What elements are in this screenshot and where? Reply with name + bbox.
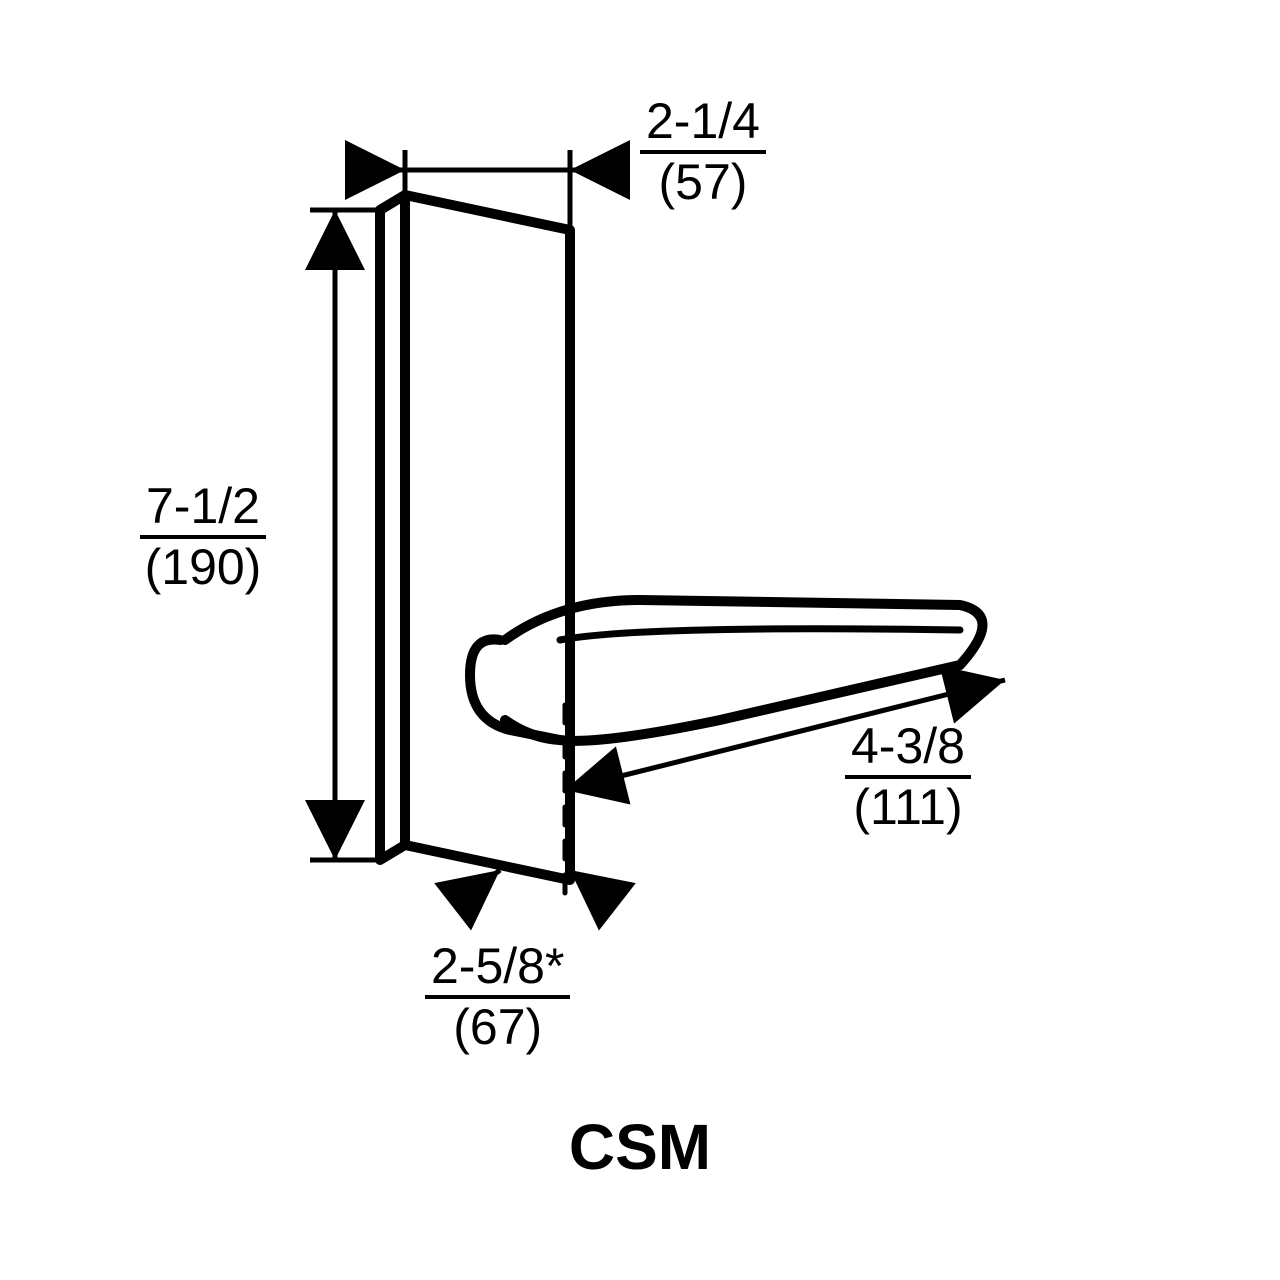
dim-lever: 4-3/8 (111) <box>845 720 971 833</box>
dim-height-metric: (190) <box>140 539 266 594</box>
dim-width-metric: (57) <box>640 154 766 209</box>
dim-width: 2-1/4 (57) <box>640 95 766 208</box>
dim-lever-imperial: 4-3/8 <box>845 720 971 779</box>
dim-lever-metric: (111) <box>845 779 971 834</box>
diagram-stage: 2-1/4 (57) 7-1/2 (190) 4-3/8 (111) 2-5/8… <box>0 0 1280 1280</box>
dim-backset-metric: (67) <box>425 999 570 1054</box>
dim-backset: 2-5/8* (67) <box>425 940 570 1053</box>
dim-height: 7-1/2 (190) <box>140 480 266 593</box>
dim-backset-imperial: 2-5/8* <box>425 940 570 999</box>
dim-height-imperial: 7-1/2 <box>140 480 266 539</box>
model-label: CSM <box>0 1110 1280 1184</box>
dim-width-imperial: 2-1/4 <box>640 95 766 154</box>
